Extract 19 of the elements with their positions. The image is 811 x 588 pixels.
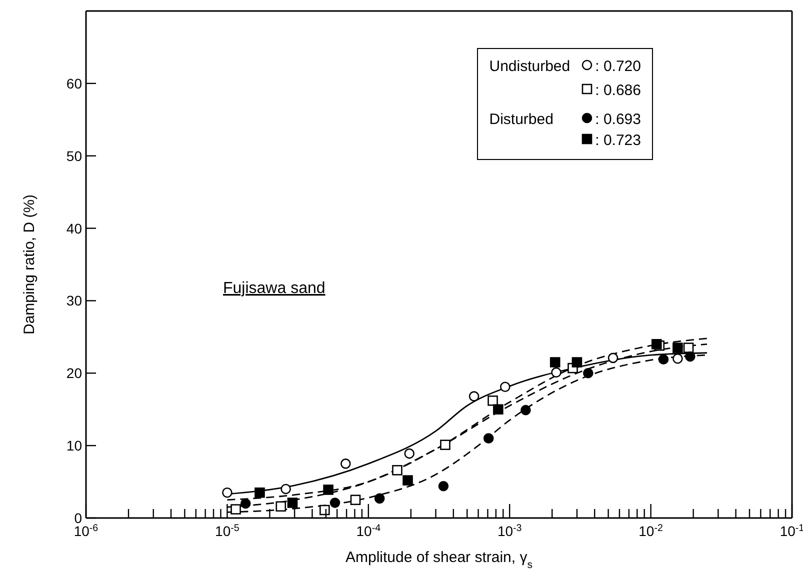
- annotation: Undisturbed: [488, 57, 572, 77]
- x-tick-label: 10$^{-2}$: [638, 522, 663, 539]
- x-tick-label: 10$^{-3}$: [497, 522, 522, 539]
- y-tick-label: 30: [66, 292, 82, 309]
- x-tick-label: 10$^{-4}$: [356, 522, 382, 539]
- annotation: Disturbed: [488, 110, 554, 129]
- legend-label: : 0.693: [594, 110, 642, 129]
- x-axis-title: Amplitude of shear strain, γ$_{s}$: [345, 549, 533, 571]
- legend-label: : 0.723: [594, 131, 642, 151]
- y-tick-label: 60: [66, 75, 82, 92]
- legend-label: : 0.720: [594, 57, 642, 77]
- y-axis-title: Damping ratio, D (%): [21, 194, 38, 335]
- y-tick-label: 10: [66, 438, 82, 454]
- y-tick-label: 20: [66, 365, 82, 382]
- x-tick-label: 10$^{-5}$: [215, 522, 240, 539]
- y-tick-label: 40: [66, 220, 82, 236]
- annotation: Fujisawa sand: [223, 280, 326, 297]
- y-tick-label: 50: [66, 148, 82, 164]
- legend-label: : 0.686: [594, 81, 642, 101]
